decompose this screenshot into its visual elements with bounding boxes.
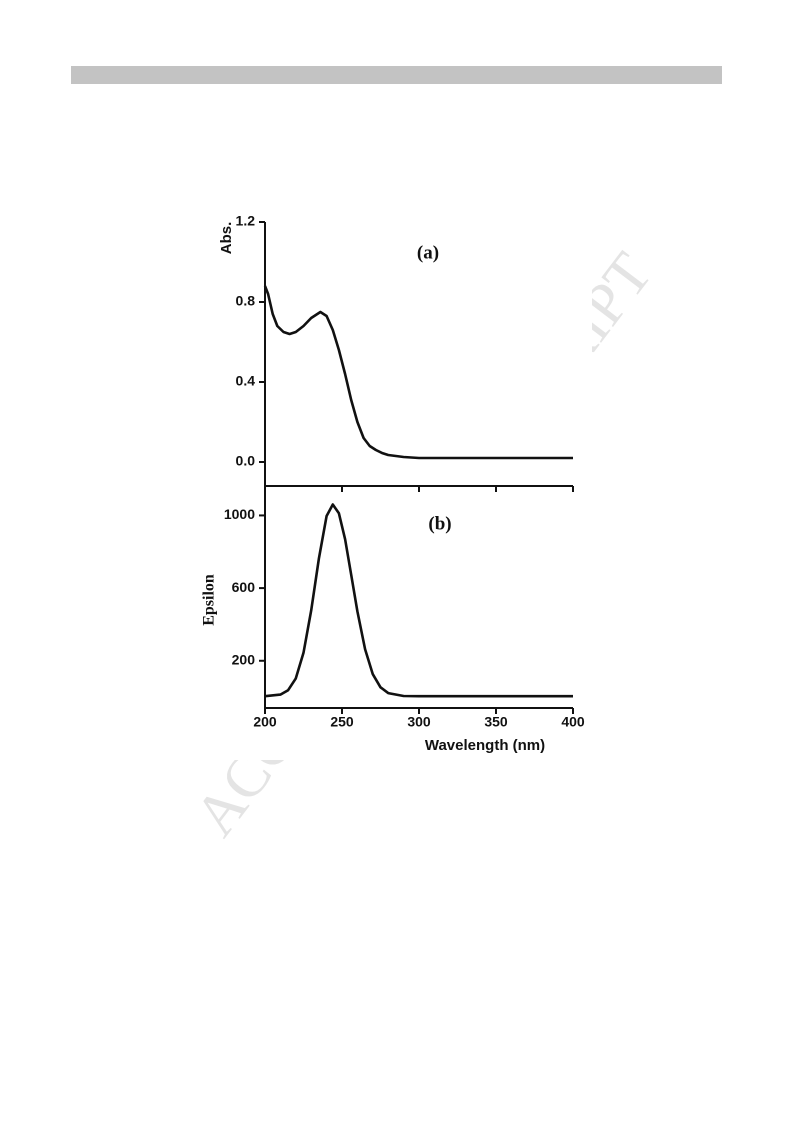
y-tick-label: 0.4	[236, 373, 256, 389]
x-tick-label: 400	[561, 714, 585, 730]
x-tick-label: 350	[484, 714, 508, 730]
panel-label: (a)	[417, 242, 439, 263]
x-tick-label: 250	[330, 714, 354, 730]
x-tick-label: 200	[253, 714, 277, 730]
x-tick-label: 300	[407, 714, 431, 730]
data-line	[263, 285, 573, 460]
header-bar	[71, 66, 722, 84]
x-axis-label: Wavelength (nm)	[425, 737, 545, 754]
figure: 0.0 0.4 0.8 1.2 (a) Abs. 200 600 1000 200 250 300 35…	[201, 213, 585, 754]
y-axis-label: Abs.	[218, 222, 235, 255]
y-tick-label: 1000	[224, 506, 255, 522]
y-axis-label: Epsilon	[201, 574, 218, 626]
y-tick-label: 600	[232, 579, 256, 595]
y-tick-label: 0.0	[236, 453, 256, 469]
data-line	[264, 503, 573, 698]
panel-label: (b)	[428, 513, 451, 534]
y-tick-label: 200	[232, 651, 256, 667]
y-tick-label: 1.2	[236, 213, 256, 229]
y-tick-label: 0.8	[236, 293, 256, 309]
